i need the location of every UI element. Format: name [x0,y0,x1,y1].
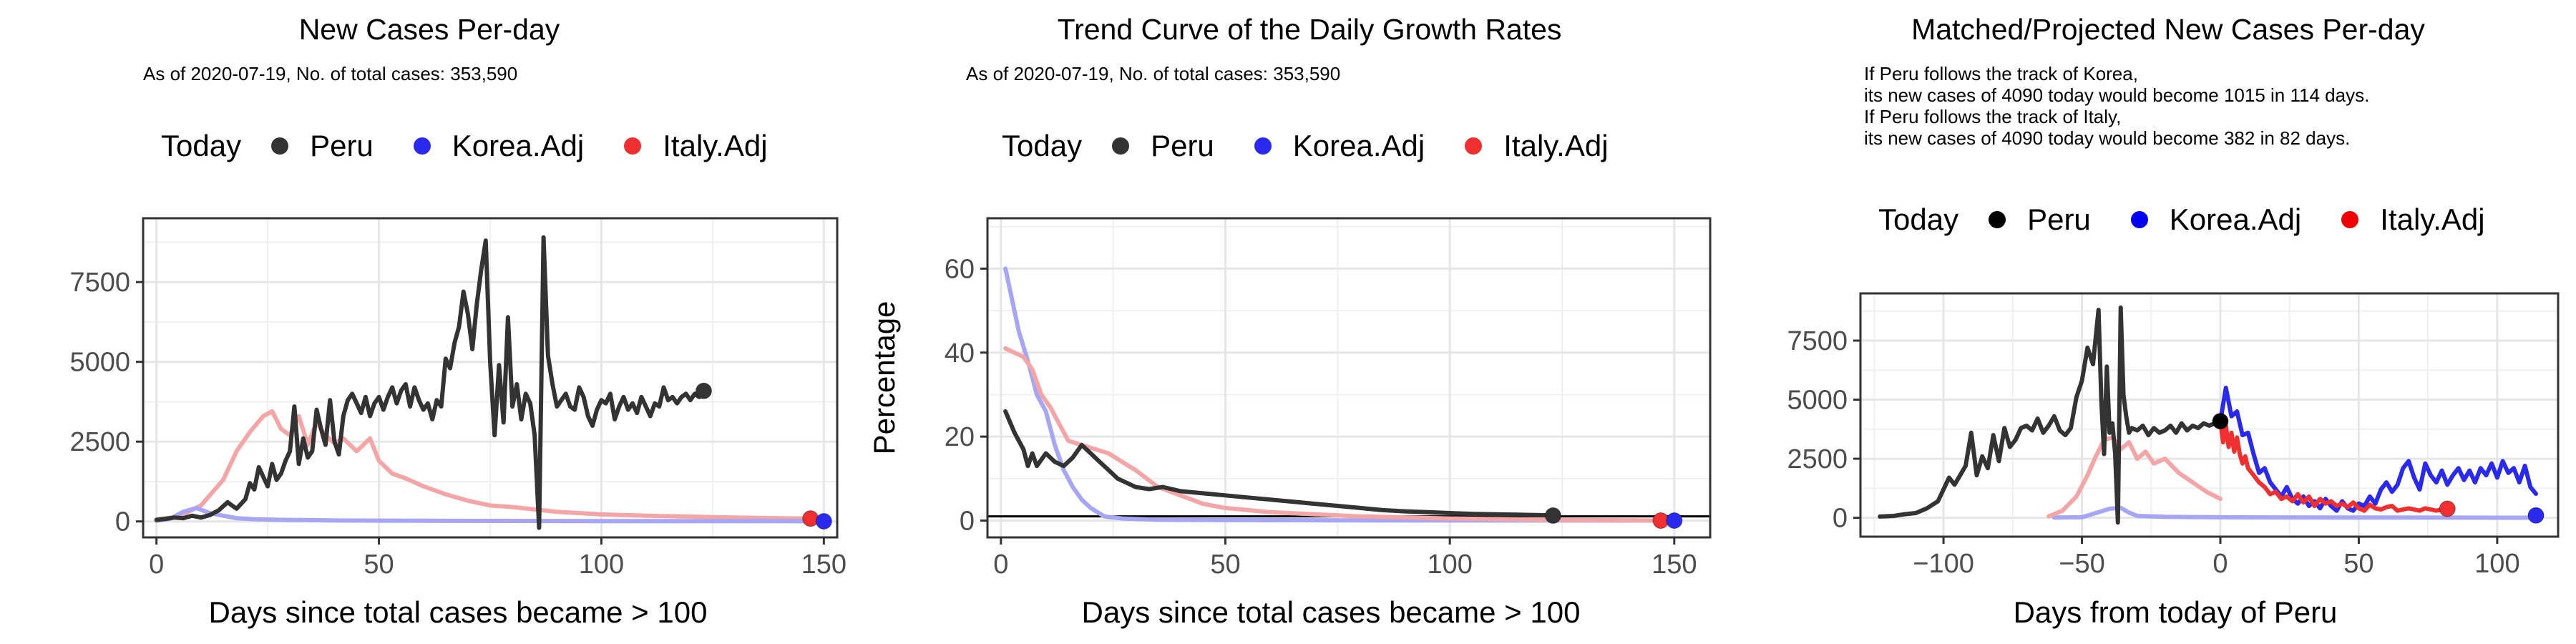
plot-background [987,218,1710,537]
endpoint-peru [695,382,712,399]
projected-cases-chart: −100 −50 0 50 100 0 2500 5000 7500 Days from toda… [1787,292,2560,629]
legend-label-italy: Italy.Adj [2380,203,2485,236]
legend-dot-italy [2341,211,2359,228]
legend-label-peru: Peru [310,129,374,162]
series-line-italy-adj-projection [2218,419,2450,513]
plot-frame [986,217,1712,539]
x-tick-label: 0 [149,550,164,580]
panel-growth-rates: Trend Curve of the Daily Growth Rates As… [859,0,1717,644]
legend-label-korea: Korea.Adj [1292,129,1425,162]
legend: Today Peru Korea.Adj Italy.Adj [1878,203,2485,237]
projection-notes: If Peru follows the track of Korea, its … [1864,63,2369,149]
legend-label-korea: Korea.Adj [2169,203,2302,236]
x-tick-label: 150 [801,550,847,580]
chart-title: Trend Curve of the Daily Growth Rates [1057,13,1562,46]
series-line-peru [154,235,706,530]
x-tick-label: 0 [2212,549,2228,579]
y-tick-label: 2500 [69,427,130,457]
endpoint-korea-adj [815,512,832,530]
endpoint-italy-adj [802,510,819,527]
plot-frame [142,217,839,539]
legend-label-peru: Peru [1151,129,1214,162]
chart-title: Matched/Projected New Cases Per-day [1911,13,2425,46]
y-axis-label: Percentage [867,301,901,455]
legend-label-italy: Italy.Adj [663,129,768,162]
y-tick-label: 0 [115,507,130,537]
legend-dot-korea [413,137,431,155]
y-tick-label: 60 [945,254,975,284]
y-tick-label: 7500 [1787,326,1848,356]
y-tick-label: 20 [945,422,975,452]
x-tick-label: 100 [1427,550,1472,580]
series-line-peru [1878,305,2223,525]
legend-title: Today [161,129,242,162]
x-tick-label: 50 [1210,550,1240,580]
y-tick-label: 5000 [69,348,130,378]
y-tick-label: 40 [945,338,975,369]
legend-label-korea: Korea.Adj [452,129,585,162]
chart-subtitle: As of 2020-07-19, No. of total cases: 35… [966,63,1341,84]
legend-title: Today [1878,203,1959,236]
y-tick-label: 0 [1833,504,1848,534]
plot-background [1860,293,2558,537]
panel-projected-cases: Matched/Projected New Cases Per-day If P… [1717,0,2576,644]
x-axis-label: Days from today of Peru [2014,595,2338,629]
x-tick-label: 50 [364,550,394,580]
series-line-korea-adj-past [2051,505,2541,520]
x-tick-label: 150 [1652,550,1697,580]
y-tick-label: 7500 [69,268,130,298]
x-axis-label: Days since total cases became > 100 [209,595,708,629]
plot-frame [1859,292,2560,538]
series-line-korea-adj-projection [2218,386,2538,513]
projection-note: its new cases of 4090 today would become… [1864,84,2370,106]
projection-note: its new cases of 4090 today would become… [1864,127,2351,149]
series-line-italy-adj [154,409,817,522]
legend: Today Peru Korea.Adj Italy.Adj [161,129,768,163]
series-line-korea-adj [154,506,826,524]
y-tick-label: 0 [960,507,975,537]
legend-label-peru: Peru [2027,203,2091,236]
new-cases-chart: 0 50 100 150 0 2500 5000 7500 Days since total c… [69,217,847,629]
legend-dot-italy [624,137,642,155]
chart-title: New Cases Per-day [298,13,560,46]
x-tick-label: 50 [2343,549,2373,579]
legend-dot-korea [1254,137,1272,155]
series-line-peru [1003,409,1556,518]
endpoint-italy-adj [2439,500,2456,517]
growth-rate-chart: 0 50 100 150 0 20 40 60 Days since total cases b… [867,217,1712,629]
x-tick-label: 100 [2474,549,2519,579]
legend-dot-italy [1465,137,1483,155]
legend-title: Today [1002,129,1083,162]
endpoint-korea-adj [1666,512,1683,530]
legend: Today Peru Korea.Adj Italy.Adj [1002,129,1609,163]
y-tick-label: 2500 [1787,444,1848,474]
legend-dot-peru [271,137,289,155]
chart-subtitle: As of 2020-07-19, No. of total cases: 35… [143,63,518,84]
series-line-italy-adj [1003,346,1663,523]
endpoint-peru [2212,413,2229,430]
x-tick-label: 0 [993,550,1008,580]
endpoint-peru [1544,507,1561,524]
legend-dot-peru [1112,137,1130,155]
series-line-italy-adj-past [2046,435,2223,519]
legend-dot-peru [1989,211,2006,228]
projection-note: If Peru follows the track of Korea, [1864,63,2138,84]
series-line-korea-adj [1003,266,1677,523]
x-tick-label: −100 [1913,549,1974,579]
projection-note: If Peru follows the track of Italy, [1864,106,2122,127]
endpoint-korea-adj [2527,507,2545,524]
x-tick-label: 100 [579,550,624,580]
x-axis-label: Days since total cases became > 100 [1082,595,1581,629]
legend-label-italy: Italy.Adj [1503,129,1609,162]
panel-new-cases: New Cases Per-day As of 2020-07-19, No. … [0,0,859,644]
x-tick-label: −50 [2059,549,2104,579]
legend-dot-korea [2130,211,2148,228]
y-tick-label: 5000 [1787,386,1848,416]
